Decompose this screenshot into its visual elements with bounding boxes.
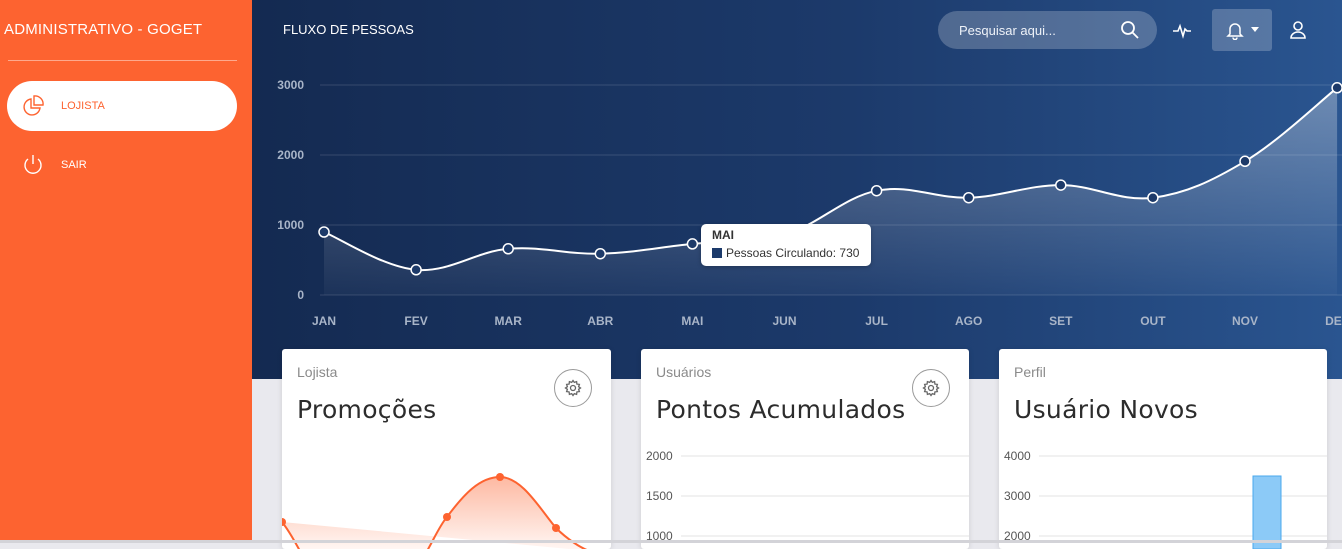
activity-icon[interactable] [1170,19,1194,43]
data-point [502,243,514,255]
x-tick-label: SET [1049,314,1073,328]
x-tick-label: DEZ [1325,314,1342,328]
x-tick-label: FEV [404,314,427,328]
search-input[interactable] [957,21,1111,39]
y-tick-label: 1500 [646,489,673,503]
pontos-chart: 2000 1500 1000 [646,449,969,543]
power-icon [21,153,45,177]
y-tick-label: 3000 [277,78,304,92]
data-point [594,247,607,260]
window-bottom-edge [0,540,1342,543]
sidebar-item-label: SAIR [61,159,87,171]
sidebar-divider [8,60,237,61]
promocoes-point [282,518,286,526]
promocoes-point [496,473,504,481]
search-bar [938,11,1157,49]
sidebar-item-label: LOJISTA [61,100,105,112]
main-content: FLUXO DE PESSOAS [252,0,1342,549]
data-point [318,226,330,238]
x-tick-label: MAI [681,314,703,328]
card-category: Perfil [1014,364,1046,380]
notifications-button[interactable] [1212,9,1272,51]
x-tick-label: JUL [865,314,888,328]
series-line [323,87,1338,272]
tooltip-label: Pessoas Circulando: 730 [726,246,860,260]
x-tick-label: ABR [587,314,613,328]
y-tick-label: 2000 [277,148,304,162]
sidebar: ADMINISTRATIVO - GOGET LOJISTA SAIR [0,0,252,543]
y-tick-label: 2000 [646,449,673,463]
page-title: FLUXO DE PESSOAS [283,22,414,37]
data-point [870,184,883,197]
card-title: Promoções [297,395,437,424]
y-tick-label: 2000 [1004,529,1031,543]
x-tick-label: MAR [495,314,523,328]
tooltip-row: Pessoas Circulando: 730 [712,246,859,260]
x-tick-label: NOV [1232,314,1258,328]
promocoes-point [552,524,560,532]
series-swatch [712,248,722,258]
x-tick-label: AGO [955,314,982,328]
series-area [324,87,1338,295]
user-icon[interactable] [1286,18,1310,42]
people-flow-chart: 3000 2000 1000 0 JAN FEV MAR ABR MAI JUN JUL AGO SET… [277,78,1342,328]
sidebar-item-lojista[interactable]: LOJISTA [7,81,237,131]
card-category: Usuários [656,364,712,380]
y-tick-label: 0 [297,288,304,302]
data-point [410,264,422,276]
promocoes-point [443,513,451,521]
y-tick-label: 4000 [1004,449,1031,463]
settings-button[interactable] [554,369,592,407]
data-point [1239,155,1251,168]
y-tick-label: 1000 [277,218,304,232]
data-point [686,238,699,250]
sidebar-item-sair[interactable]: SAIR [7,140,237,190]
data-point [1147,191,1159,204]
data-point [1055,179,1067,191]
card-category: Lojista [297,364,338,380]
chart-tooltip: MAI Pessoas Circulando: 730 [701,224,871,266]
card-pontos: Usuários Pontos Acumulados 2000 1500 1000 [641,349,969,549]
pie-chart-icon [21,94,45,118]
gear-icon [564,379,582,397]
promocoes-chart [282,473,588,549]
card-usuarios-novos: Perfil Usuário Novos 4000 3000 2000 [999,349,1327,549]
bar [1252,475,1282,549]
data-point [1331,82,1342,94]
tooltip-title: MAI [712,228,734,242]
card-promocoes: Lojista Promoções [282,349,611,549]
usuarios-novos-chart: 4000 3000 2000 [1004,449,1327,549]
brand-title: ADMINISTRATIVO - GOGET [4,21,203,38]
promocoes-area [282,477,585,549]
search-icon[interactable] [1120,20,1140,45]
card-title: Usuário Novos [1014,395,1198,424]
y-tick-label: 1000 [646,529,673,543]
x-tick-label: JAN [312,314,336,328]
x-tick-label: JUN [772,314,796,328]
hero-panel: FLUXO DE PESSOAS [252,0,1342,379]
settings-button[interactable] [912,369,950,407]
x-tick-label: OUT [1140,314,1166,328]
bell-icon [1225,20,1245,40]
caret-down-icon [1251,27,1259,33]
y-tick-label: 3000 [1004,489,1031,503]
gear-icon [922,379,940,397]
data-point [962,191,975,204]
card-title: Pontos Acumulados [656,395,906,424]
